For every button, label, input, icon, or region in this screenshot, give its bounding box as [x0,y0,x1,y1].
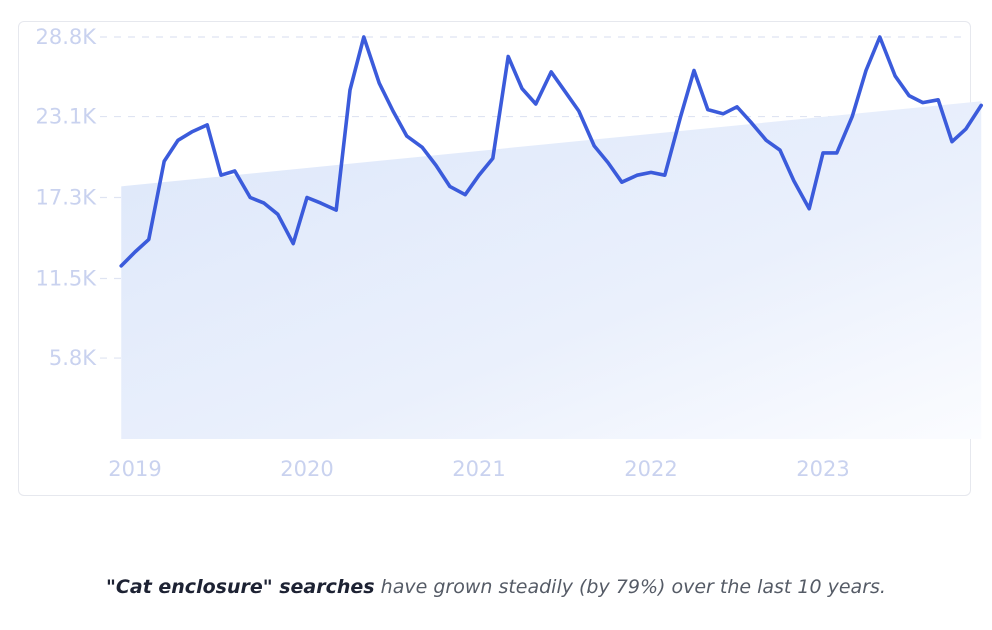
y-axis-ticks: 5.8K 11.5K 17.3K 23.1K 28.8K [35,25,97,370]
chart-caption: "Cat enclosure" searches have grown stea… [0,576,992,598]
x-axis-ticks: 2019 2020 2021 2022 2023 [108,457,849,481]
series-line-layer [119,35,983,268]
trend-area-fill [121,101,982,439]
caption-text: have grown steadily (by 79%) over the la… [374,576,886,598]
caption-highlight: "Cat enclosure" searches [106,576,375,598]
y-tick-label: 23.1K [35,105,97,129]
x-tick-label: 2020 [280,457,333,481]
x-tick-label: 2022 [624,457,677,481]
series-line [119,35,983,268]
trend-area [121,101,982,439]
x-tick-label: 2023 [796,457,849,481]
y-tick-label: 17.3K [35,186,97,210]
y-tick-label: 28.8K [35,25,97,49]
y-tick-label: 5.8K [49,346,97,370]
x-tick-label: 2019 [108,457,161,481]
y-tick-label: 11.5K [35,266,97,290]
x-tick-label: 2021 [452,457,505,481]
line-chart: 5.8K 11.5K 17.3K 23.1K 28.8K 2019 2020 2021 202… [35,25,983,481]
